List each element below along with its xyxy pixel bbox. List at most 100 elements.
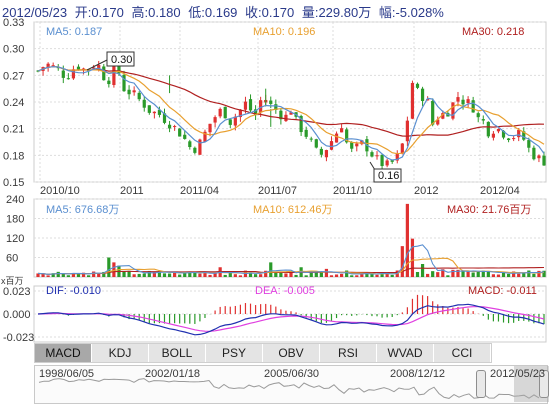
tab-macd[interactable]: MACD	[35, 344, 92, 362]
navigator-left-handle[interactable]	[476, 370, 486, 398]
volume-bar	[415, 271, 420, 277]
tab-psy[interactable]: PSY	[206, 344, 263, 362]
macd-value-label: MACD: -0.011	[468, 285, 537, 297]
candle-body	[142, 99, 146, 108]
candle-body	[167, 124, 172, 129]
candle-body	[228, 119, 232, 125]
candle-body	[390, 160, 394, 162]
candle-body	[400, 143, 404, 154]
volume-bar	[92, 271, 96, 277]
volume-bar	[102, 271, 106, 277]
volume-bar	[537, 270, 541, 277]
volume-bar	[203, 272, 207, 277]
timeline-navigator[interactable]: 1998/06/05 2002/01/18 2005/06/30 2008/12…	[34, 365, 549, 404]
volume-bar	[61, 273, 65, 277]
candle-body	[314, 139, 318, 148]
volume-bar	[319, 272, 323, 277]
volume-bar	[380, 274, 384, 277]
candle-body	[476, 113, 480, 118]
quote-high: 高:0.180	[131, 5, 181, 20]
candle-body	[147, 105, 151, 113]
candle-body	[284, 114, 288, 122]
volume-bar	[46, 275, 50, 277]
price-x-tick: 2012	[414, 185, 438, 197]
volume-bar	[289, 271, 293, 277]
volume-bar	[334, 274, 339, 277]
price-ma5-label: MA5: 0.187	[46, 26, 102, 38]
volume-bar	[506, 273, 511, 277]
quote-volume: 量:229.80万	[301, 5, 372, 20]
volume-panel: 240 180 120 60 MA5: 676.68万 MA10: 612.46万 M…	[1, 194, 547, 286]
candle-body	[253, 109, 258, 116]
volume-bar	[329, 275, 334, 277]
candle-body	[193, 147, 197, 153]
candle-body	[127, 89, 131, 95]
candle-body	[208, 123, 212, 133]
volume-bar	[385, 273, 389, 277]
volume-bar	[279, 272, 283, 277]
candle-body	[71, 69, 76, 79]
candle-body	[461, 99, 465, 105]
volume-bar	[41, 273, 45, 277]
tab-cci[interactable]: CCI	[434, 344, 491, 362]
volume-bar	[501, 272, 506, 277]
quote-change: 幅:-5.028%	[378, 5, 444, 20]
volume-bar	[476, 271, 480, 277]
candle-body	[527, 140, 531, 148]
tab-boll[interactable]: BOLL	[149, 344, 206, 362]
price-ma30-line	[37, 66, 545, 137]
volume-bar	[370, 272, 374, 277]
price-x-tick: 2011/10	[333, 185, 372, 197]
volume-bar	[431, 271, 435, 277]
price-x-tick: 2010/10	[40, 185, 80, 197]
low-price-marker: 0.16	[369, 161, 402, 183]
volume-ma30-label: MA30: 21.76百万	[447, 204, 531, 216]
navigator-date-1: 1998/06/05	[39, 368, 95, 380]
price-x-tick: 2011/04	[180, 185, 219, 197]
candle-body	[334, 133, 339, 143]
candle-body	[188, 141, 192, 148]
volume-bar	[208, 274, 212, 277]
volume-bar	[152, 272, 156, 277]
tab-kdj[interactable]: KDJ	[92, 344, 149, 362]
candle-body	[299, 115, 303, 133]
volume-bar	[183, 271, 187, 277]
volume-bar	[426, 273, 430, 277]
candle-body	[51, 65, 55, 67]
tab-obv[interactable]: OBV	[263, 344, 320, 362]
candle-body	[319, 148, 323, 155]
candle-body	[117, 64, 121, 74]
volume-y-tick: 120	[6, 233, 24, 245]
volume-bar	[112, 262, 116, 277]
candle-body	[132, 90, 136, 93]
volume-y-tick: 240	[6, 194, 24, 206]
quote-low: 低:0.169	[188, 5, 238, 20]
volume-bar	[162, 273, 167, 277]
candle-body	[537, 155, 541, 159]
price-x-tick: 2012/04	[480, 185, 520, 197]
candle-body	[532, 147, 536, 160]
volume-bar	[259, 274, 263, 277]
tab-wvad[interactable]: WVAD	[377, 344, 434, 362]
candle-body	[441, 113, 445, 119]
candle-body	[36, 70, 40, 72]
candle-body	[238, 109, 242, 118]
quote-open: 开:0.170	[74, 5, 124, 20]
candle-body	[183, 134, 187, 139]
price-y-tick: 0.27	[3, 70, 24, 82]
price-y-tick: 0.15	[3, 177, 24, 189]
macd-dea-label: DEA: -0.005	[255, 285, 315, 297]
volume-bar	[542, 270, 546, 277]
candle-body	[243, 101, 248, 110]
tab-rsi[interactable]: RSI	[320, 344, 377, 362]
volume-bar	[304, 275, 308, 277]
volume-bar	[238, 275, 242, 277]
volume-bar	[167, 273, 172, 277]
volume-bar	[97, 273, 101, 277]
volume-bar	[213, 273, 217, 277]
low-price-label: 0.16	[378, 170, 399, 182]
price-panel: 0.33 0.30 0.27 0.24 0.21 0.18 0.15 2010/10 2011…	[3, 17, 547, 197]
volume-bar	[314, 271, 318, 277]
volume-bar	[228, 272, 232, 277]
